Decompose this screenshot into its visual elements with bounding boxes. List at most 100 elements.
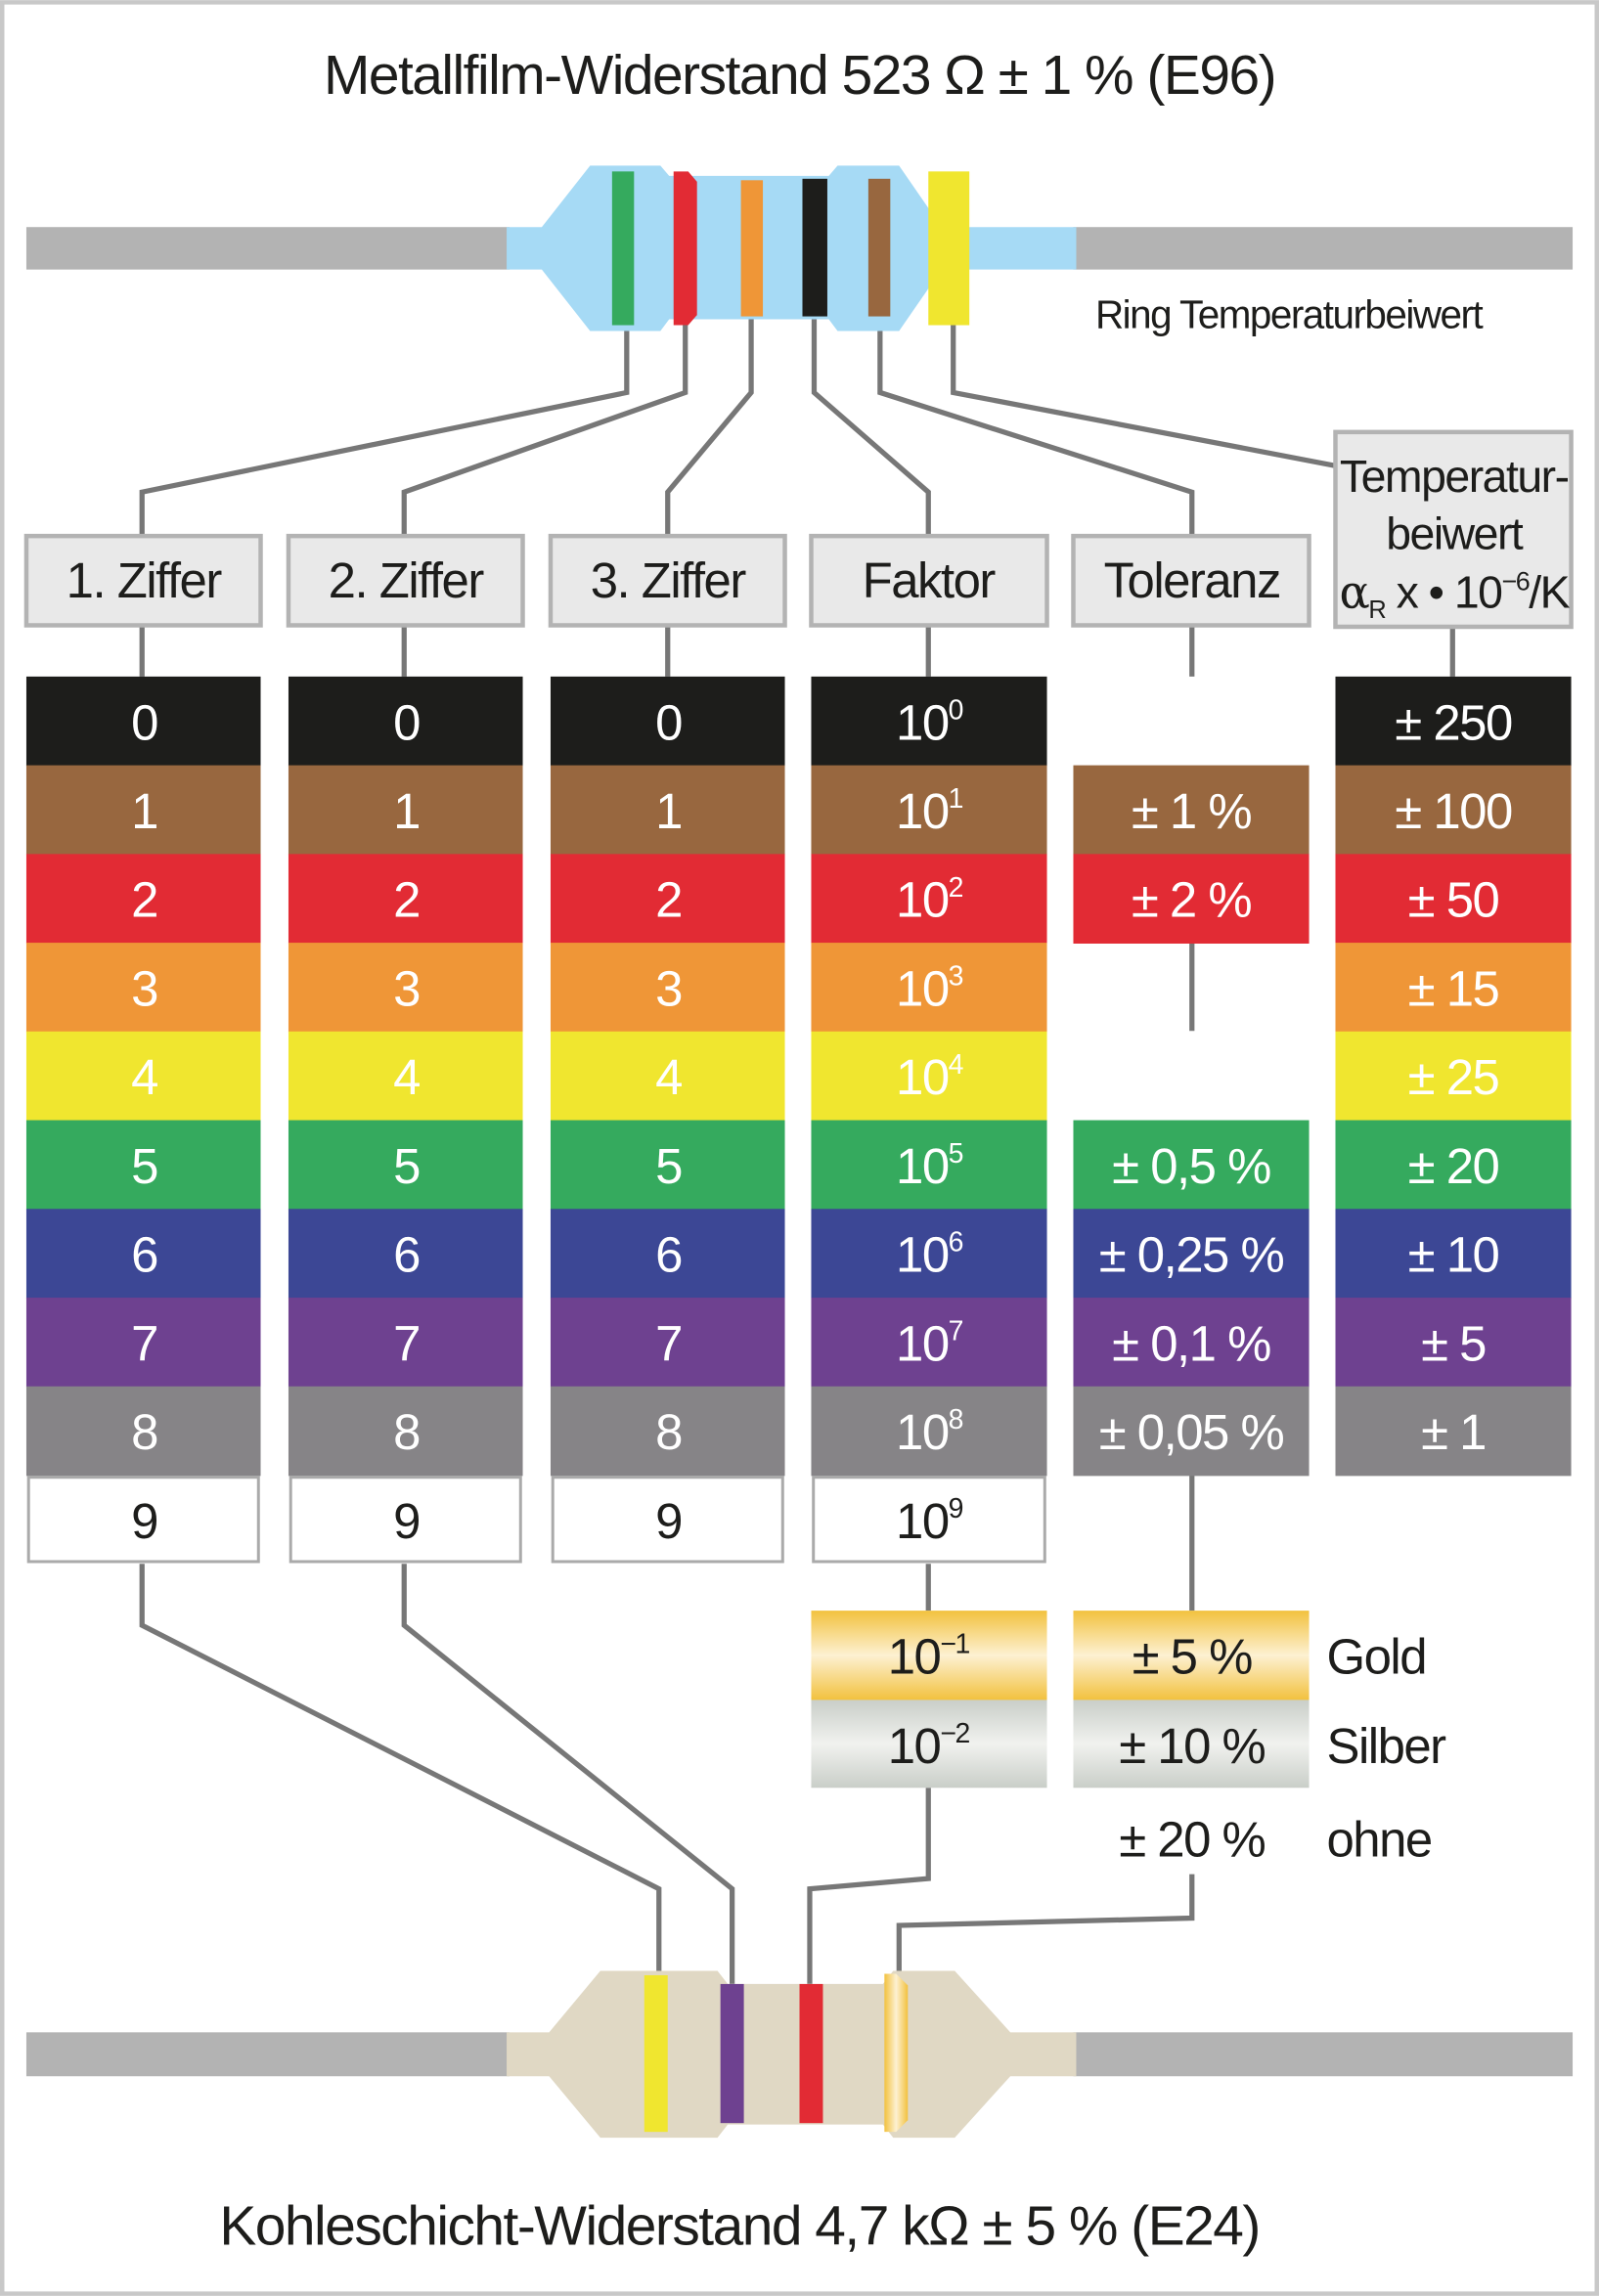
tempco-red-cell — [1335, 854, 1572, 944]
header-tempco-line1: Temperatur- — [1340, 451, 1569, 502]
factor-yellow-cell — [811, 1031, 1047, 1122]
digit-2-gray-cell — [288, 1386, 523, 1477]
digit-1-blue-label: 6 — [131, 1227, 157, 1283]
ring-temperature-label: Ring Temperaturbeiwert — [1095, 292, 1484, 337]
tempco-yellow-label: ± 25 — [1408, 1049, 1499, 1105]
digit-3-black-label: 0 — [655, 694, 682, 750]
digit-2-black-cell — [288, 676, 523, 767]
header-tempco-line2: beiwert — [1386, 508, 1524, 559]
tolerance-violet-label: ± 0,1 % — [1112, 1315, 1270, 1371]
digit-3-red-label: 2 — [655, 872, 682, 928]
tolerance-blue-label: ± 0,25 % — [1099, 1227, 1284, 1283]
tolerance-green-cell — [1073, 1120, 1310, 1211]
digit-1-black-cell — [25, 676, 261, 767]
factor-silver: 10−2 — [888, 1718, 970, 1774]
digit-1-blue-cell — [25, 1209, 261, 1299]
factor-violet-label: 107 — [896, 1315, 963, 1371]
digit-3-orange-cell — [550, 943, 785, 1033]
tempco-blue-cell — [1335, 1209, 1572, 1299]
digit-2-brown-cell — [288, 765, 523, 856]
digit-3-red-cell — [550, 854, 785, 944]
tempco-red-label: ± 50 — [1408, 872, 1499, 928]
tolerance-silver: ± 10 % — [1119, 1718, 1265, 1774]
factor-blue-cell — [811, 1209, 1047, 1299]
digit-2-violet-cell — [288, 1298, 523, 1388]
band-green — [611, 171, 635, 326]
factor-violet-cell — [811, 1298, 1047, 1388]
bottom-title: Kohleschicht-Widerstand 4,7 kΩ ± 5 % (E2… — [219, 2194, 1260, 2257]
digit-1-brown-cell — [25, 765, 261, 856]
tolerance-red-cell — [1073, 854, 1310, 944]
column-headers: 1. Ziffer 2. Ziffer 3. Ziffer Faktor Tol… — [23, 429, 1574, 630]
digit-1-green-label: 5 — [131, 1138, 157, 1194]
digit-1-orange-cell — [25, 943, 261, 1033]
digit-3-green-cell — [550, 1120, 785, 1211]
band-black — [802, 178, 827, 317]
digit-3-brown-cell — [550, 765, 785, 856]
digit-2-red-label: 2 — [393, 872, 420, 928]
digit-1-brown-label: 1 — [131, 783, 157, 839]
digit-2-gray-label: 8 — [393, 1404, 420, 1460]
header-digit-2: 2. Ziffer — [329, 552, 485, 608]
digit-2-white-cell — [289, 1476, 522, 1564]
digit-2-green-cell — [288, 1120, 523, 1211]
label-silver: Silber — [1327, 1718, 1447, 1774]
digit-1-yellow-cell — [25, 1031, 261, 1122]
digit-3-violet-label: 7 — [655, 1315, 682, 1371]
factor-white-label: 109 — [896, 1493, 963, 1549]
label-none: ohne — [1327, 1812, 1432, 1868]
lead-left — [25, 227, 511, 270]
digit-1-red-cell — [25, 854, 261, 944]
tolerance-gray-label: ± 0,05 % — [1099, 1404, 1284, 1460]
digit-3-yellow-cell — [550, 1031, 785, 1122]
band-red — [799, 1983, 823, 2124]
tempco-gray-label: ± 1 — [1421, 1404, 1486, 1460]
digit-3-gray-label: 8 — [655, 1404, 682, 1460]
digit-3-yellow-label: 4 — [655, 1049, 682, 1105]
digit-3-white-cell — [551, 1476, 784, 1564]
digit-1-black-label: 0 — [131, 694, 157, 750]
digit-1-red-label: 2 — [131, 872, 157, 928]
resistor-body — [507, 165, 1077, 331]
digit-2-orange-cell — [288, 943, 523, 1033]
factor-gray-cell — [811, 1386, 1047, 1477]
tempco-black-label: ± 250 — [1395, 694, 1512, 750]
digit-1-white-label: 9 — [131, 1493, 157, 1549]
band-yellow — [928, 171, 970, 326]
tempco-orange-cell — [1335, 943, 1572, 1033]
header-tempco-line3: αR x • 10−6/K — [1339, 566, 1570, 624]
tempco-green-label: ± 20 — [1408, 1138, 1499, 1194]
factor-gold: 10−1 — [888, 1629, 970, 1685]
band-brown — [867, 178, 891, 317]
digit-2-orange-label: 3 — [393, 960, 420, 1016]
tolerance-green-label: ± 0,5 % — [1112, 1138, 1270, 1194]
factor-brown-label: 101 — [896, 783, 963, 839]
digit-3-green-label: 5 — [655, 1138, 682, 1194]
header-tolerance: Toleranz — [1104, 552, 1280, 608]
tempco-green-cell — [1335, 1120, 1572, 1211]
digit-3-orange-label: 3 — [655, 960, 682, 1016]
band-red — [673, 171, 697, 326]
digit-3-blue-cell — [550, 1209, 785, 1299]
band-orange — [740, 180, 764, 317]
digit-3-white-label: 9 — [655, 1493, 682, 1549]
digit-1-green-cell — [25, 1120, 261, 1211]
factor-green-cell — [811, 1120, 1047, 1211]
tempco-black-cell — [1335, 676, 1572, 767]
tempco-yellow-cell — [1335, 1031, 1572, 1122]
tolerance-blue-cell — [1073, 1209, 1310, 1299]
factor-gray-label: 108 — [896, 1404, 963, 1460]
digit-1-gray-cell — [25, 1386, 261, 1477]
factor-red-cell — [811, 854, 1047, 944]
tolerance-gray-cell — [1073, 1386, 1310, 1477]
digit-1-violet-cell — [25, 1298, 261, 1388]
digit-2-blue-cell — [288, 1209, 523, 1299]
digit-1-orange-label: 3 — [131, 960, 157, 1016]
factor-blue-label: 106 — [896, 1227, 963, 1283]
tolerance-gold: ± 5 % — [1133, 1629, 1253, 1685]
digit-2-red-cell — [288, 854, 523, 944]
digit-2-blue-label: 6 — [393, 1227, 420, 1283]
digit-2-brown-label: 1 — [393, 783, 420, 839]
